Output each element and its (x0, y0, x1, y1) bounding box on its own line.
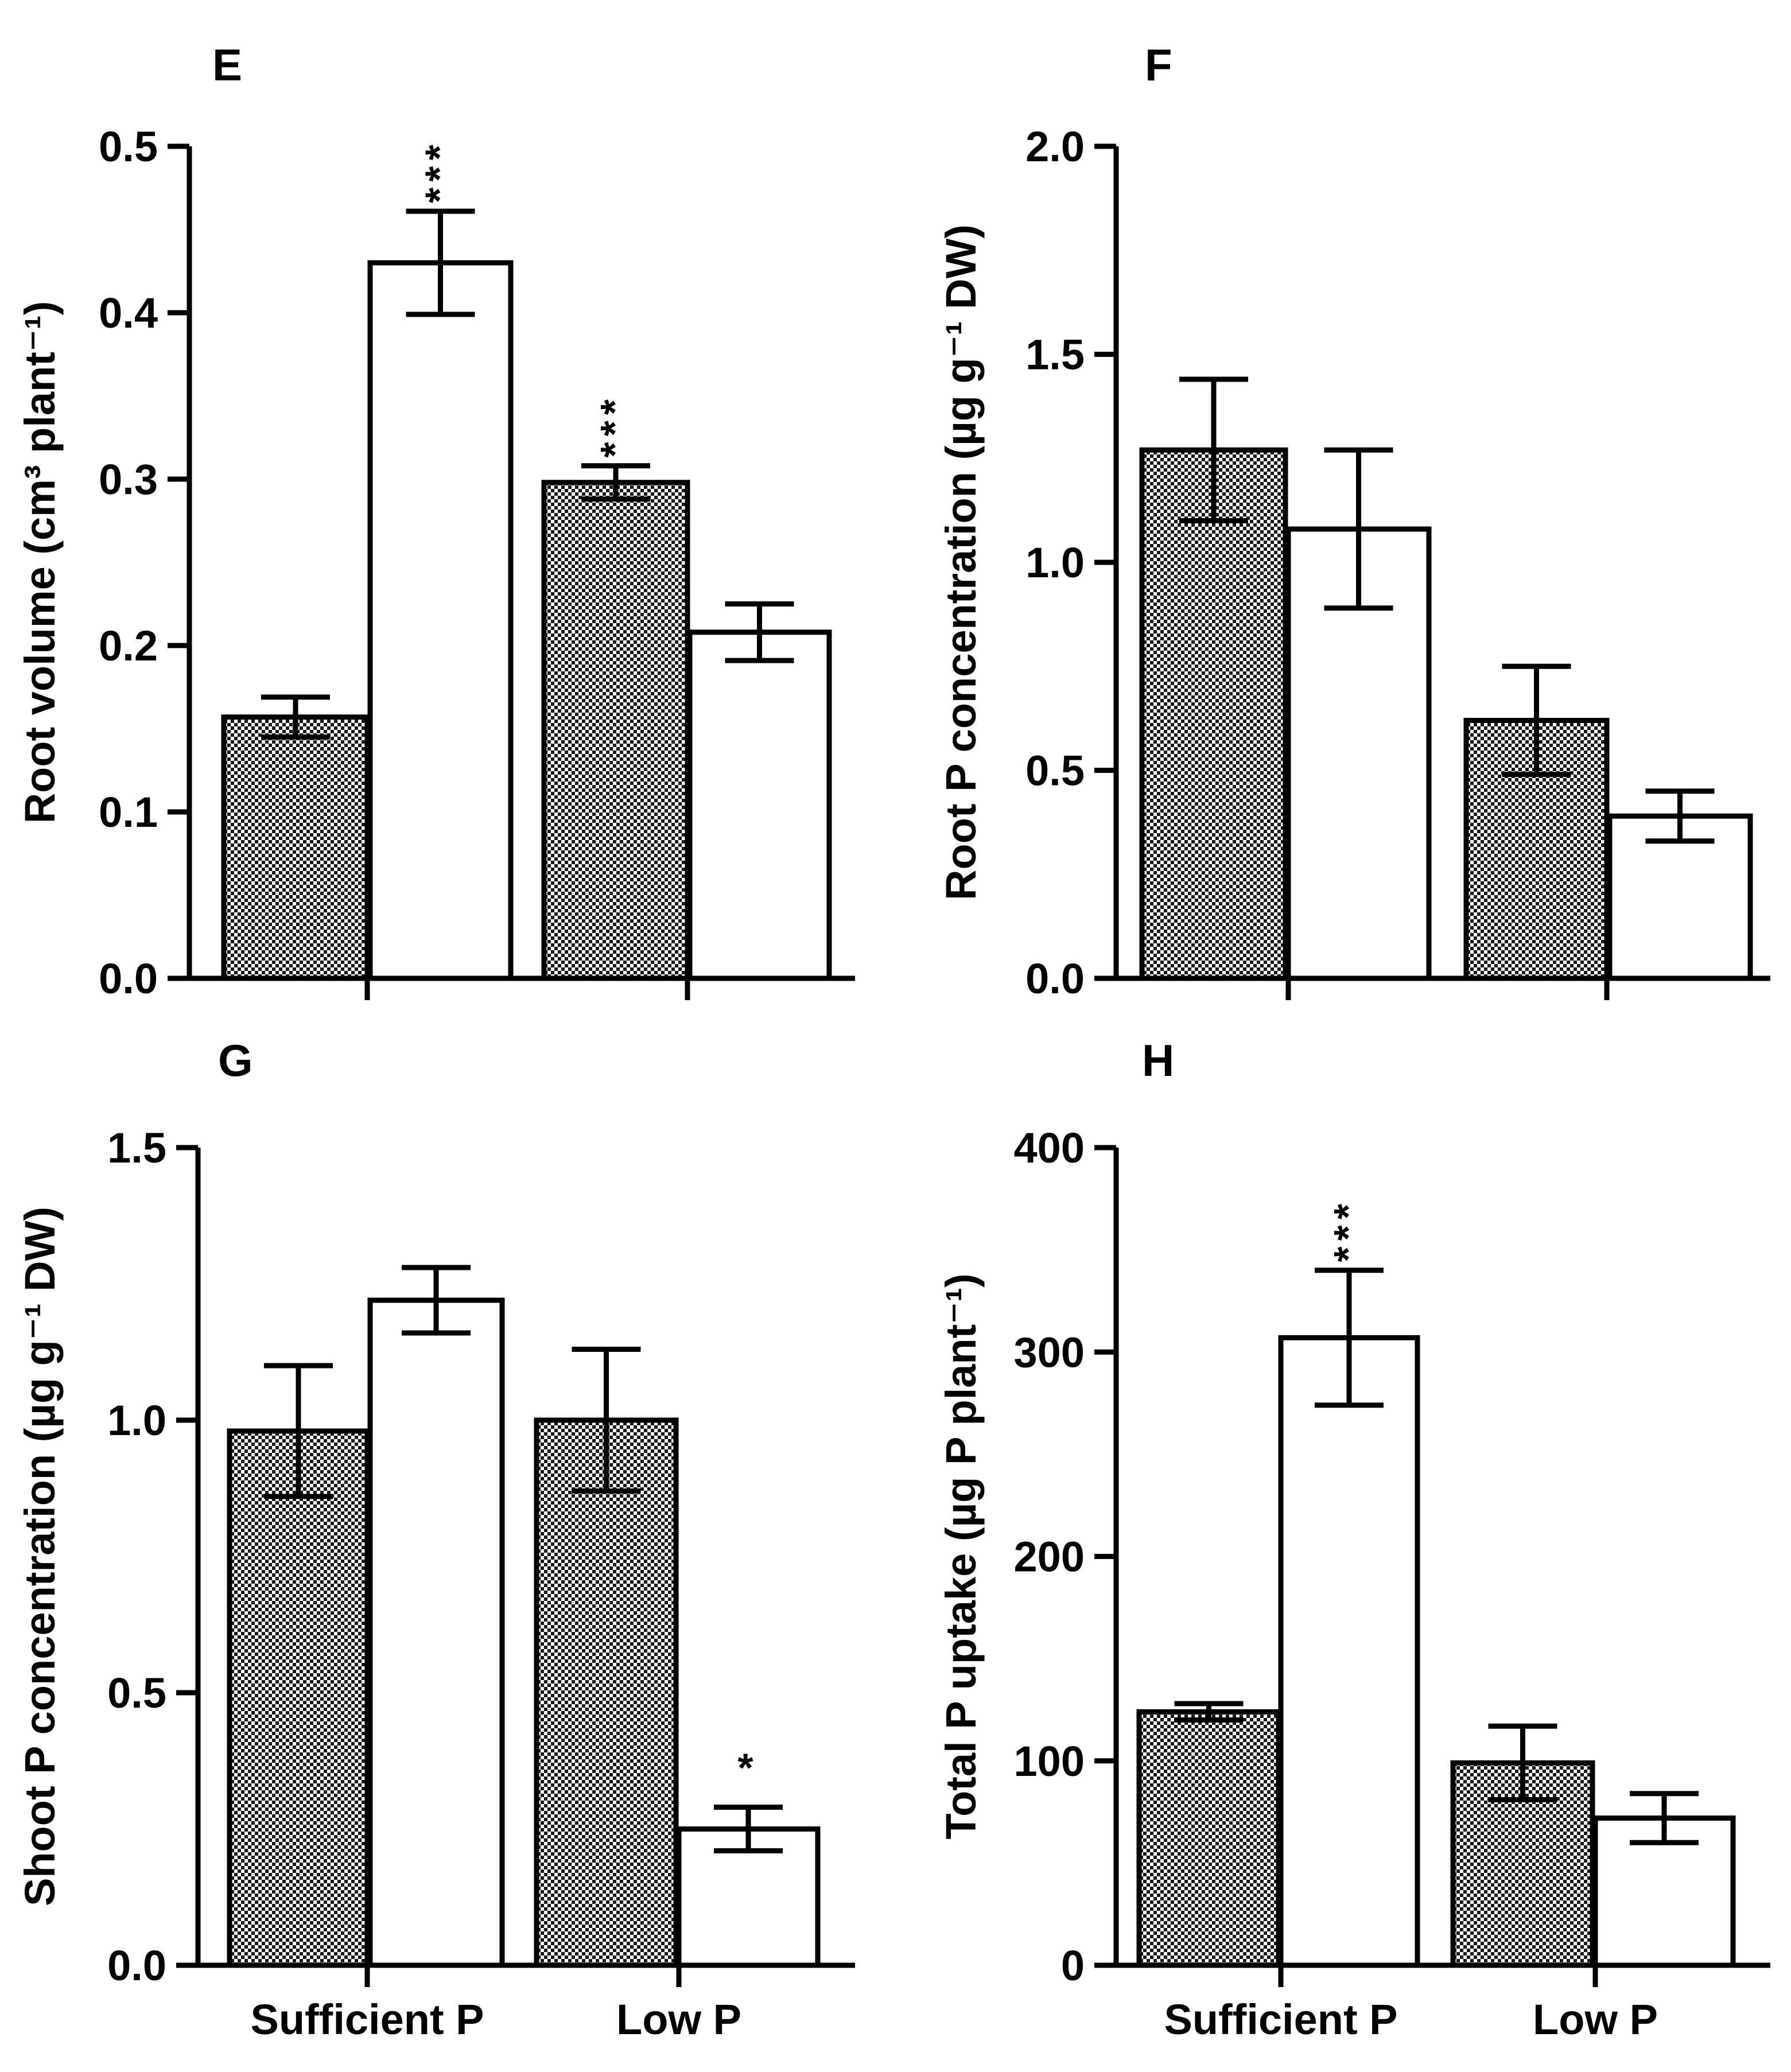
bar-checkered (534, 1417, 679, 1968)
bar-checkered (221, 714, 370, 981)
panel-f: F Root P concentration (µg g⁻¹ DW) 0.0 0.5 1… (937, 40, 1770, 1002)
y-tick-label: 0.5 (1025, 747, 1085, 795)
y-axis-label: Root volume (cm³ plant⁻¹) (16, 301, 64, 824)
bar-white (687, 629, 832, 981)
y-tick-label: 1.5 (1025, 331, 1085, 379)
bar-white (1278, 1335, 1420, 1968)
x-category-label: Sufficient P (250, 1996, 484, 2043)
panel-letter: F (1145, 40, 1172, 90)
y-tick-label: 0.5 (99, 123, 158, 170)
y-tick-label: 0.0 (1025, 955, 1085, 1002)
bar-checkered (541, 480, 690, 981)
y-tick-label: 0.5 (107, 1669, 166, 1717)
y-tick-label: 2.0 (1025, 123, 1085, 170)
significance-mark: *** (1326, 1198, 1370, 1262)
y-tick-label: 1.0 (1025, 539, 1085, 586)
bar-checkered (1139, 447, 1288, 981)
y-tick-label: 0.0 (99, 955, 158, 1002)
y-axis-label: Shoot P concentration (µg g⁻¹ DW) (16, 1207, 64, 1906)
significance-mark: *** (592, 394, 637, 458)
y-tick-label: 0.0 (107, 1942, 166, 1989)
bar-checkered (1136, 1709, 1281, 1968)
x-category-label: Low P (1533, 1996, 1658, 2043)
y-tick-label: 0.4 (99, 289, 158, 337)
x-category-label: Sufficient P (1164, 1996, 1397, 2043)
y-tick-label: 1.0 (107, 1397, 166, 1444)
panel-letter: H (1142, 1035, 1174, 1086)
y-tick-label: 300 (1014, 1328, 1085, 1376)
y-tick-label: 0 (1061, 1942, 1085, 1989)
y-tick-label: 100 (1014, 1737, 1085, 1785)
y-tick-label: 400 (1014, 1124, 1085, 1172)
y-tick-label: 1.5 (107, 1124, 166, 1172)
y-tick-label: 200 (1014, 1533, 1085, 1581)
y-tick-label: 0.3 (99, 456, 158, 503)
panel-e: E Root volume (cm³ plant⁻¹) *** *** 0.0 0.1 0.… (16, 40, 855, 1002)
panel-letter: G (218, 1035, 253, 1086)
y-axis-label: Total P uptake (µg P plant⁻¹) (937, 1273, 985, 1839)
panel-letter: E (212, 40, 242, 90)
bar-white (367, 1297, 505, 1968)
significance-mark: * (737, 1746, 759, 1790)
y-tick-label: 0.2 (99, 622, 158, 670)
x-category-label: Low P (616, 1996, 741, 2043)
panel-g: G Shoot P concentration (µg g⁻¹ DW) * 0.0 0.… (16, 1035, 855, 2043)
bar-checkered (227, 1428, 370, 1968)
y-tick-label: 0.1 (99, 788, 158, 836)
panel-h: H Total P uptake (µg P plant⁻¹) *** 0 100 200… (937, 1035, 1770, 2043)
y-axis-label: Root P concentration (µg g⁻¹ DW) (937, 224, 985, 900)
significance-mark: *** (417, 139, 462, 203)
bar-white (367, 260, 514, 981)
